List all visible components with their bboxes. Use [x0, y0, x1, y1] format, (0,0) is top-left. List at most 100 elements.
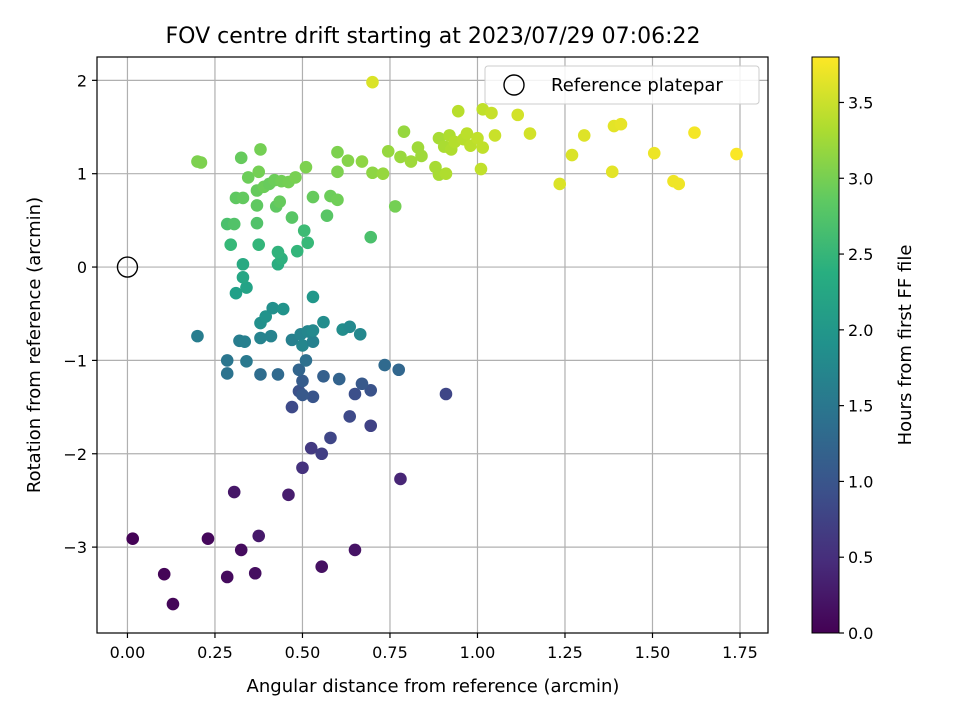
data-point: [240, 281, 253, 294]
data-point: [343, 320, 357, 334]
data-point: [688, 126, 701, 139]
data-point: [324, 431, 337, 445]
data-point: [191, 329, 204, 343]
data-point: [301, 236, 315, 250]
data-point: [614, 117, 628, 131]
data-point: [404, 155, 418, 168]
data-point: [126, 532, 140, 546]
plot-area-frame: [96, 56, 769, 634]
data-point: [166, 597, 180, 611]
data-point: [511, 108, 525, 122]
data-point: [366, 75, 379, 89]
data-point: [523, 127, 537, 140]
data-point: [220, 367, 234, 380]
data-point: [254, 331, 267, 345]
data-point: [471, 131, 484, 145]
data-point: [254, 143, 267, 156]
legend-entry-label: Reference platepar: [551, 75, 723, 96]
data-point: [332, 372, 346, 386]
data-point: [474, 162, 488, 176]
data-point: [201, 532, 215, 546]
data-point: [289, 171, 302, 184]
data-point: [439, 387, 453, 401]
data-point: [485, 106, 498, 120]
data-point: [306, 290, 320, 304]
data-point: [355, 377, 369, 391]
data-point: [348, 387, 362, 401]
data-point: [276, 302, 290, 316]
data-point: [320, 209, 334, 223]
data-point: [331, 193, 344, 207]
data-point: [194, 156, 208, 169]
data-point: [565, 148, 579, 162]
x-tick-label: 1.50: [635, 643, 671, 662]
y-tick-label: −1: [63, 351, 87, 370]
data-point: [296, 461, 309, 475]
data-point: [348, 543, 362, 557]
data-point: [364, 419, 378, 433]
data-point: [236, 271, 250, 284]
y-tick-label: 2: [77, 71, 87, 90]
chart-title: FOV centre drift starting at 2023/07/29 …: [166, 24, 701, 49]
data-point: [306, 324, 320, 337]
data-point: [397, 125, 411, 138]
data-point: [240, 355, 253, 368]
data-point: [296, 374, 309, 388]
data-point: [353, 327, 367, 341]
colorbar-tick-label: 0.5: [848, 548, 873, 567]
y-tick-label: −2: [63, 445, 87, 464]
data-point: [577, 129, 591, 142]
legend: Reference platepar: [484, 65, 760, 105]
x-axis-ticks: 0.00 0.25 0.50 0.75 1.00 1.25 1.50 1.75: [110, 633, 758, 662]
data-point: [394, 150, 407, 164]
data-point: [306, 190, 320, 204]
data-point: [264, 329, 278, 343]
data-point: [647, 146, 661, 160]
data-point: [250, 216, 264, 230]
x-tick-label: 0.25: [197, 643, 233, 662]
data-point: [220, 354, 234, 367]
colorbar-tick-label: 0.0: [848, 624, 873, 643]
data-point: [553, 177, 567, 191]
colorbar-gradient: [811, 56, 840, 634]
data-point: [355, 155, 369, 168]
data-point: [234, 151, 248, 165]
data-point: [224, 238, 238, 251]
data-point: [292, 363, 306, 377]
data-point: [234, 543, 248, 557]
y-tick-label: 1: [77, 165, 87, 184]
y-axis-ticks: −3 −2 −1 0 1 2: [63, 71, 97, 557]
data-point: [229, 286, 243, 300]
y-axis-label: Rotation from reference (arcmin): [24, 197, 45, 493]
data-point: [252, 529, 266, 543]
data-point: [299, 354, 313, 367]
colorbar-tick-label: 1.5: [848, 397, 873, 416]
data-point: [296, 388, 309, 402]
data-point: [376, 167, 390, 180]
data-point: [317, 369, 330, 383]
data-points: [116, 75, 743, 611]
data-point: [315, 560, 329, 574]
data-point: [488, 129, 502, 142]
data-point: [157, 567, 171, 581]
data-point: [378, 358, 392, 372]
data-point: [394, 472, 407, 486]
legend-reference-marker: [503, 74, 525, 96]
reference-platepar-marker: [116, 256, 139, 278]
data-point: [238, 335, 252, 349]
data-point: [306, 390, 320, 404]
data-point: [315, 447, 329, 461]
data-point: [605, 165, 619, 179]
data-point: [299, 160, 313, 174]
data-point: [290, 244, 304, 258]
data-point: [271, 368, 285, 381]
data-point: [730, 147, 743, 161]
data-point: [341, 154, 355, 167]
data-point: [250, 199, 264, 212]
data-point: [285, 211, 299, 224]
data-point: [248, 566, 262, 580]
data-point: [259, 310, 273, 323]
data-point: [296, 339, 309, 352]
data-point: [282, 488, 295, 502]
